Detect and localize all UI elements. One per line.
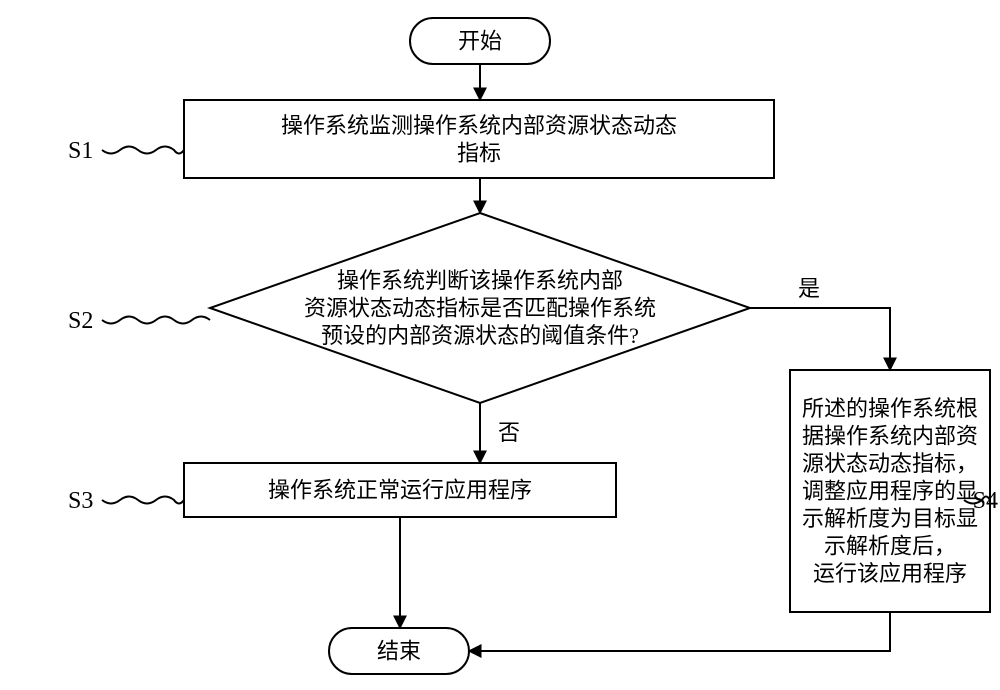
node-s1: [184, 100, 774, 178]
node-s4-line-4: 示解析度为目标显: [802, 506, 978, 531]
step-label-S1: S1: [68, 138, 93, 164]
step-label-S4: S4: [973, 488, 998, 514]
node-s1-line-0: 操作系统监测操作系统内部资源状态动态: [281, 113, 677, 138]
node-s4-line-5: 示解析度后，: [824, 534, 956, 559]
node-s2-line-1: 资源状态动态指标是否匹配操作系统: [304, 296, 656, 321]
node-s2-line-2: 预设的内部资源状态的阈值条件?: [321, 323, 639, 348]
step-label-S2: S2: [68, 308, 93, 334]
node-s4-line-2: 源状态动态指标，: [802, 451, 978, 476]
step-wave-S1: [102, 147, 184, 154]
flowchart-canvas: 开始操作系统监测操作系统内部资源状态动态指标操作系统判断该操作系统内部资源状态动…: [0, 0, 1000, 685]
step-wave-S3: [102, 497, 184, 504]
node-s3-line-0: 操作系统正常运行应用程序: [268, 478, 532, 503]
node-start-line-0: 开始: [458, 29, 502, 54]
edge-label-3: 是: [798, 276, 820, 301]
node-s1-line-1: 指标: [457, 140, 501, 165]
edge-5: [469, 612, 890, 651]
edge-label-2: 否: [498, 420, 520, 445]
node-s4-line-3: 调整应用程序的显: [802, 479, 978, 504]
node-s4-line-1: 据操作系统内部资: [802, 424, 978, 449]
node-s4-line-0: 所述的操作系统根: [802, 396, 978, 421]
edge-3: [750, 308, 890, 370]
step-label-S3: S3: [68, 488, 93, 514]
node-s2-line-0: 操作系统判断该操作系统内部: [337, 268, 623, 293]
step-wave-S2: [102, 317, 210, 324]
node-s4-line-6: 运行该应用程序: [813, 561, 967, 586]
node-end-line-0: 结束: [377, 639, 421, 664]
